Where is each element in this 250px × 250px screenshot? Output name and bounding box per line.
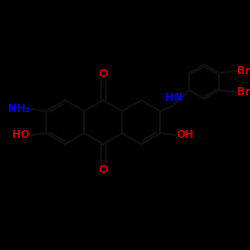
Text: NH₂: NH₂ xyxy=(8,104,30,114)
Text: Br: Br xyxy=(237,66,250,76)
Text: O: O xyxy=(98,69,108,79)
Text: HN: HN xyxy=(165,92,182,102)
Text: Br: Br xyxy=(237,87,250,97)
Text: HO: HO xyxy=(12,130,30,140)
Text: OH: OH xyxy=(176,130,194,140)
Text: O: O xyxy=(98,165,108,175)
